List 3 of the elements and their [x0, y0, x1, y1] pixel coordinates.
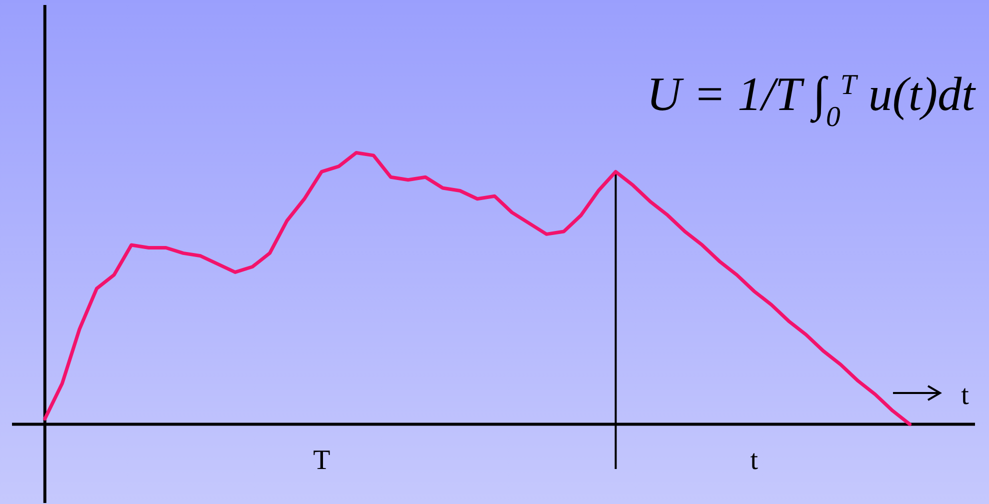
x-axis-title: t	[961, 380, 970, 411]
text: U = 1/T ∫$_{0}$$^{T}$ u(t)dt	[646, 68, 977, 133]
x-tick-label: T	[313, 445, 330, 476]
